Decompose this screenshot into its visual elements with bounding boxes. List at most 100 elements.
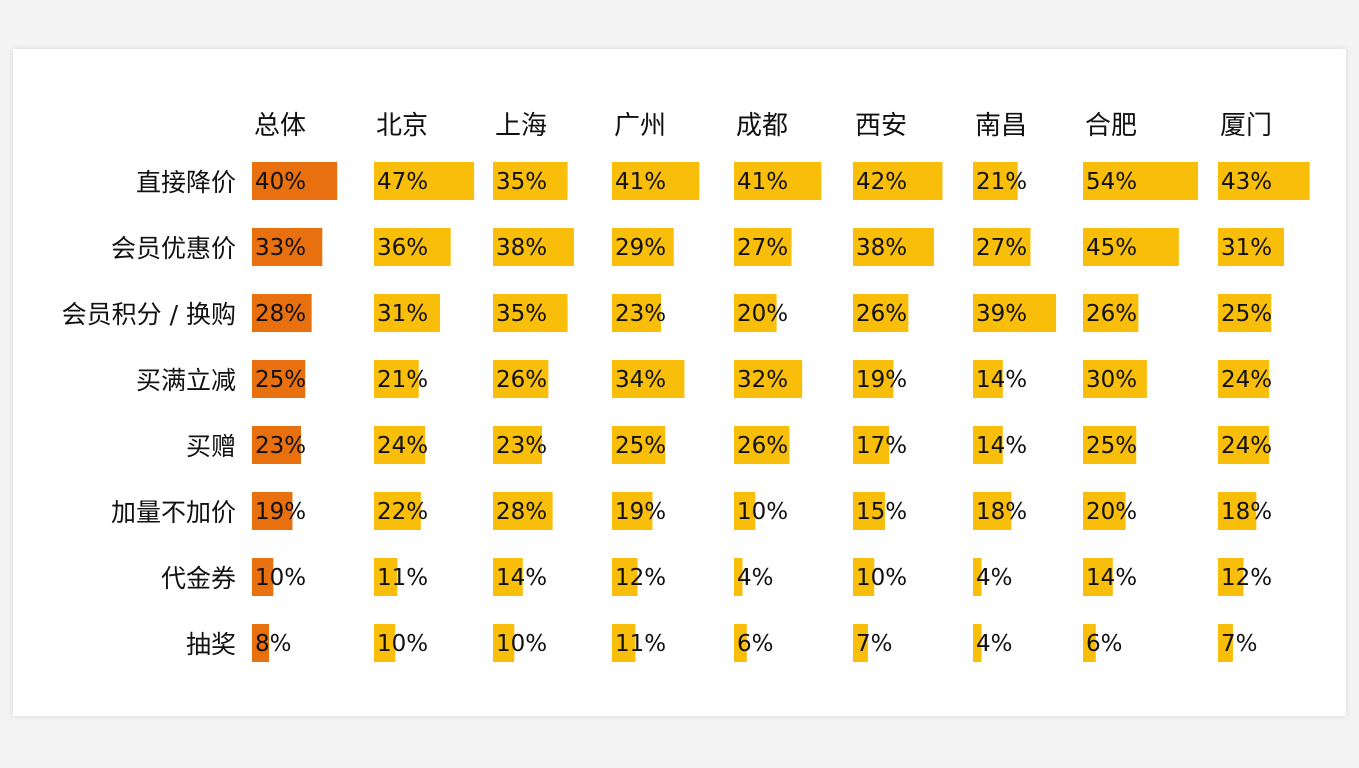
value-label: 8% bbox=[255, 631, 292, 657]
value-label: 40% bbox=[255, 169, 306, 195]
value-label: 6% bbox=[1086, 631, 1123, 657]
bar-city bbox=[612, 360, 685, 398]
bar-city bbox=[734, 162, 822, 200]
bar-city bbox=[493, 426, 542, 464]
bar-city bbox=[734, 294, 777, 332]
value-label: 19% bbox=[615, 499, 666, 525]
bar-city bbox=[973, 624, 982, 662]
value-label: 6% bbox=[737, 631, 774, 657]
value-label: 19% bbox=[255, 499, 306, 525]
bar-city bbox=[1083, 228, 1179, 266]
value-label: 10% bbox=[255, 565, 306, 591]
value-label: 7% bbox=[856, 631, 893, 657]
value-label: 22% bbox=[377, 499, 428, 525]
bar-city bbox=[493, 360, 549, 398]
row-label: 直接降价 bbox=[136, 168, 236, 197]
bar-city bbox=[1083, 492, 1126, 530]
bar-city bbox=[734, 558, 743, 596]
column-header: 北京 bbox=[376, 111, 428, 141]
value-label: 10% bbox=[496, 631, 547, 657]
column-header: 南昌 bbox=[975, 111, 1027, 141]
value-label: 4% bbox=[737, 565, 774, 591]
value-label: 26% bbox=[737, 433, 788, 459]
value-label: 43% bbox=[1221, 169, 1272, 195]
bar-overall bbox=[252, 294, 312, 332]
value-label: 11% bbox=[377, 565, 428, 591]
value-label: 28% bbox=[255, 301, 306, 327]
bar-city bbox=[374, 162, 475, 200]
bar-city bbox=[612, 558, 638, 596]
value-label: 27% bbox=[976, 235, 1027, 261]
bar-city bbox=[612, 162, 700, 200]
value-label: 45% bbox=[1086, 235, 1137, 261]
value-label: 25% bbox=[615, 433, 666, 459]
bar-city bbox=[1083, 360, 1147, 398]
bar-city bbox=[374, 492, 421, 530]
value-label: 10% bbox=[856, 565, 907, 591]
value-label: 4% bbox=[976, 631, 1013, 657]
value-label: 26% bbox=[496, 367, 547, 393]
bar-city bbox=[853, 360, 894, 398]
value-label: 19% bbox=[856, 367, 907, 393]
bar-city bbox=[612, 228, 674, 266]
bar-city bbox=[1083, 624, 1096, 662]
bar-city bbox=[374, 294, 441, 332]
bar-city bbox=[1218, 558, 1244, 596]
bar-city bbox=[1083, 294, 1139, 332]
value-label: 14% bbox=[496, 565, 547, 591]
value-label: 21% bbox=[377, 367, 428, 393]
value-label: 4% bbox=[976, 565, 1013, 591]
value-label: 35% bbox=[496, 169, 547, 195]
value-label: 39% bbox=[976, 301, 1027, 327]
bar-overall bbox=[252, 360, 306, 398]
column-headers: 总体 北京 上海 广州 成都 西安 南昌 合肥 厦门 bbox=[254, 111, 1272, 141]
value-label: 32% bbox=[737, 367, 788, 393]
bar-city bbox=[853, 492, 885, 530]
bar-city bbox=[612, 492, 653, 530]
bar-city bbox=[1218, 228, 1285, 266]
column-header: 广州 bbox=[614, 111, 666, 141]
value-label: 34% bbox=[615, 367, 666, 393]
bar-city bbox=[612, 624, 636, 662]
value-label: 10% bbox=[377, 631, 428, 657]
value-label: 11% bbox=[615, 631, 666, 657]
bar-city bbox=[1218, 162, 1310, 200]
bar-city bbox=[853, 426, 890, 464]
bar-city bbox=[1083, 558, 1113, 596]
bar-city bbox=[1083, 426, 1137, 464]
bar-overall bbox=[252, 624, 270, 662]
bar-city bbox=[1218, 360, 1270, 398]
value-label: 14% bbox=[1086, 565, 1137, 591]
bar-city bbox=[1218, 624, 1233, 662]
bar-city bbox=[973, 558, 982, 596]
value-label: 33% bbox=[255, 235, 306, 261]
value-label: 25% bbox=[1221, 301, 1272, 327]
bar-city bbox=[493, 294, 568, 332]
value-label: 17% bbox=[856, 433, 907, 459]
bar-city bbox=[734, 624, 747, 662]
value-label: 26% bbox=[856, 301, 907, 327]
bar-city bbox=[493, 228, 574, 266]
column-header: 成都 bbox=[736, 111, 788, 141]
value-label: 14% bbox=[976, 433, 1027, 459]
bar-overall bbox=[252, 228, 323, 266]
bar-overall bbox=[252, 426, 301, 464]
value-label: 7% bbox=[1221, 631, 1258, 657]
value-label: 26% bbox=[1086, 301, 1137, 327]
value-label: 38% bbox=[496, 235, 547, 261]
value-label: 12% bbox=[615, 565, 666, 591]
bar-city bbox=[973, 162, 1018, 200]
bar-city bbox=[1218, 492, 1257, 530]
value-label: 41% bbox=[615, 169, 666, 195]
bar-city bbox=[374, 228, 451, 266]
value-label: 23% bbox=[255, 433, 306, 459]
value-label: 23% bbox=[496, 433, 547, 459]
column-header: 上海 bbox=[495, 111, 547, 141]
value-label: 41% bbox=[737, 169, 788, 195]
bar-city bbox=[973, 360, 1003, 398]
bar-city bbox=[973, 492, 1012, 530]
row-label: 会员优惠价 bbox=[111, 234, 236, 263]
bar-city bbox=[853, 294, 909, 332]
bar-city bbox=[853, 162, 943, 200]
